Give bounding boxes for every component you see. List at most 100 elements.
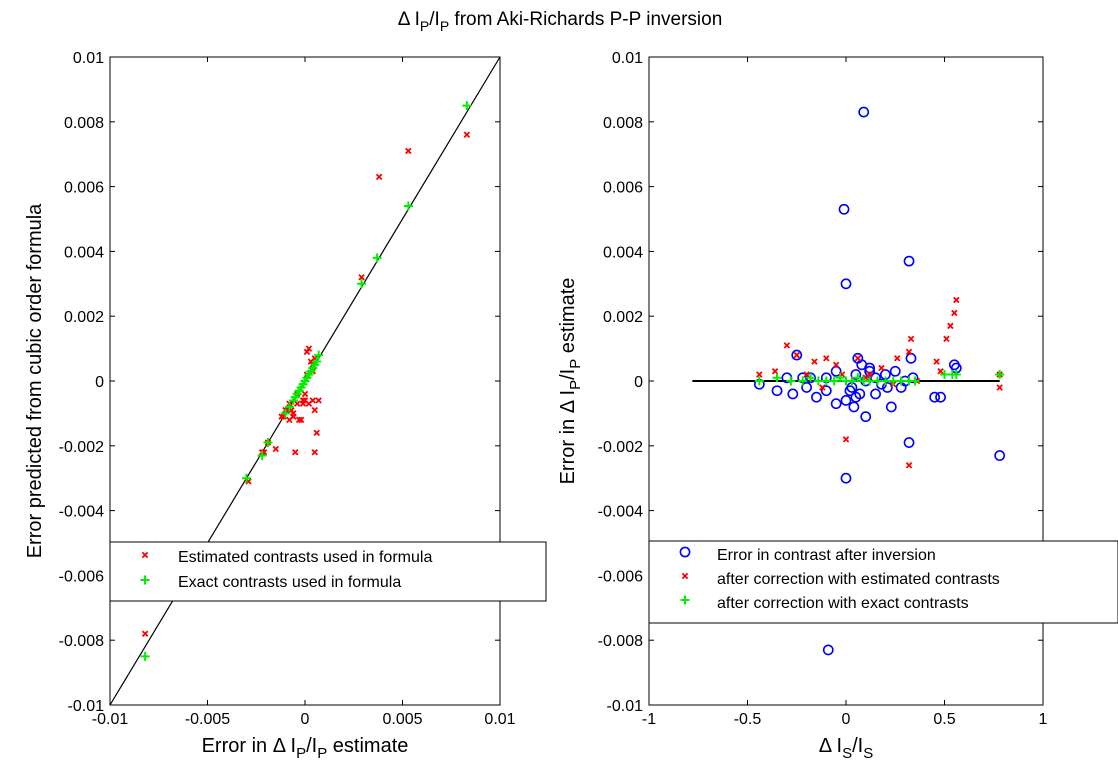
left-y-axis-label: Error predicted from cubic order formula (24, 203, 46, 558)
data-point (865, 376, 875, 386)
x-tick-label: 0.5 (933, 711, 955, 728)
y-tick-label: 0 (95, 374, 104, 391)
data-point (840, 472, 852, 484)
data-point (286, 416, 293, 424)
data-point (896, 376, 906, 386)
data-point (311, 449, 318, 456)
y-tick-label: -0.008 (59, 633, 104, 650)
figure-title: Δ IP/IP from Aki-Richards P-P inversion (398, 9, 723, 34)
data-point (771, 368, 779, 375)
data-point (462, 101, 472, 111)
data-point (798, 376, 808, 386)
data-point (315, 397, 322, 404)
data-point (853, 373, 863, 383)
data-point (813, 376, 823, 386)
y-tick-label: 0.002 (64, 309, 104, 326)
data-point (854, 388, 866, 400)
left-x-tick-labels: -0.01 -0.005 0 0.005 0.01 (92, 711, 516, 728)
right-legend-box (648, 540, 1118, 624)
right-data-marks (753, 106, 1006, 656)
data-point (835, 373, 845, 383)
y-tick-label: 0.002 (603, 309, 643, 326)
left-data-marks (140, 101, 472, 661)
data-point (830, 398, 842, 410)
x-tick-label: -0.5 (734, 711, 762, 728)
x-tick-label: 0 (301, 711, 310, 728)
data-point (910, 376, 920, 386)
data-point (403, 201, 413, 211)
data-point (935, 391, 946, 403)
x-tick-label: 0.01 (484, 711, 515, 728)
data-point (929, 391, 941, 403)
data-point (832, 361, 840, 369)
data-point (880, 376, 890, 386)
data-point (888, 376, 898, 386)
data-point (292, 449, 299, 456)
y-tick-label: 0 (634, 374, 643, 391)
data-point (299, 400, 307, 407)
data-point (940, 370, 949, 380)
x-tick-label: 0 (842, 711, 851, 728)
data-point (288, 395, 298, 405)
right-scatter-plot: -0.01 -0.008 -0.006 -0.004 -0.002 0 0.002 0.004… (557, 50, 1118, 762)
data-point (257, 451, 267, 461)
data-point (840, 395, 852, 406)
data-point (881, 382, 893, 393)
right-legend-label-estimated: after correction with estimated contrast… (717, 571, 1000, 588)
data-point (787, 388, 799, 400)
data-point (295, 416, 303, 424)
data-point (756, 371, 763, 378)
left-legend-label-exact: Exact contrasts used in formula (178, 574, 401, 591)
data-point (860, 411, 872, 423)
y-tick-label: -0.01 (68, 698, 105, 715)
data-point (303, 348, 311, 356)
y-tick-label: -0.004 (59, 504, 104, 521)
data-point (937, 368, 944, 375)
right-y-tick-labels: -0.01 -0.008 -0.006 -0.004 -0.002 0 0.002 0.004… (598, 50, 643, 715)
series-1 (140, 101, 472, 661)
data-point (803, 371, 810, 378)
data-point (903, 255, 915, 267)
data-point (847, 376, 857, 386)
data-point (848, 401, 860, 413)
y-tick-label: 0.006 (64, 180, 104, 197)
data-point (840, 278, 852, 290)
x-tick-label: -0.005 (185, 711, 230, 728)
y-tick-label: -0.002 (59, 439, 104, 456)
legend-marker (680, 595, 690, 605)
data-point (870, 372, 881, 384)
data-point (357, 279, 367, 289)
data-point (823, 355, 830, 362)
x-tick-label: 1 (1039, 711, 1048, 728)
legend-marker (681, 572, 689, 580)
series-0 (753, 106, 1006, 656)
data-point (885, 401, 897, 413)
y-tick-label: -0.004 (598, 504, 643, 521)
data-point (281, 408, 290, 418)
left-legend-box (109, 541, 547, 602)
x-tick-label: -1 (642, 711, 656, 728)
data-point (284, 402, 294, 412)
data-point (995, 370, 1005, 380)
data-point (358, 274, 365, 281)
left-x-axis-label: Error in Δ IP/IP estimate (202, 735, 409, 762)
right-y-axis-label: Error in Δ IP/IP estimate (557, 278, 584, 485)
data-point (864, 365, 876, 377)
data-point (953, 296, 960, 304)
y-tick-label: 0.008 (64, 115, 104, 132)
x-tick-label: -0.01 (92, 711, 129, 728)
data-point (311, 406, 318, 414)
data-point (806, 373, 816, 383)
y-tick-label: -0.01 (607, 698, 644, 715)
data-point (297, 416, 305, 424)
data-point (463, 131, 471, 138)
data-point (870, 388, 881, 400)
y-tick-label: 0.008 (603, 115, 643, 132)
data-point (754, 376, 764, 386)
data-point (850, 369, 862, 380)
y-tick-label: 0.006 (603, 180, 643, 197)
data-point (933, 358, 940, 365)
right-legend: Error in contrast after inversion after … (648, 540, 1118, 624)
data-point (375, 173, 383, 181)
